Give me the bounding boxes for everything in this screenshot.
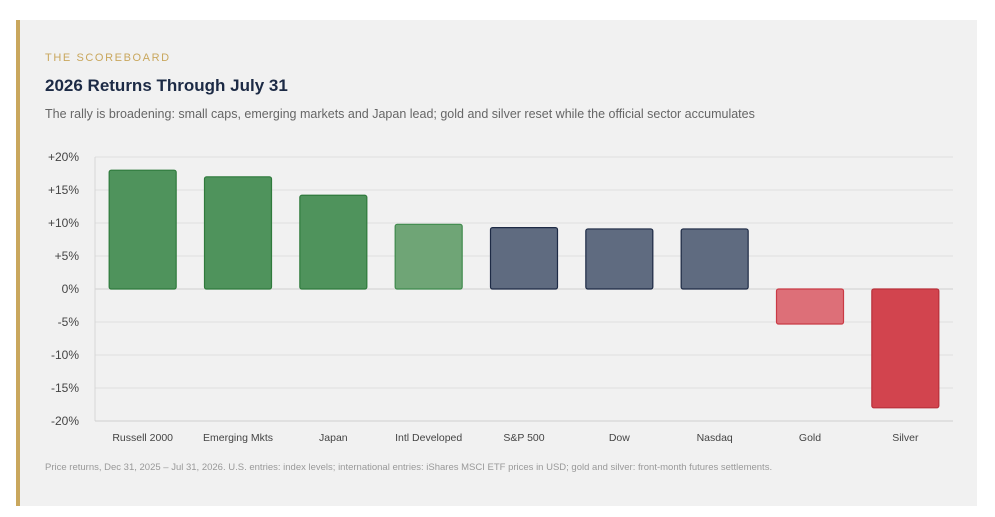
chart-footnote: Price returns, Dec 31, 2025 – Jul 31, 20… xyxy=(45,462,773,473)
y-tick-label: +15% xyxy=(48,183,79,197)
bar-gold xyxy=(775,288,845,325)
y-tick-label: -20% xyxy=(51,414,79,428)
chart-title: 2026 Returns Through July 31 xyxy=(45,76,288,95)
x-tick-label: Nasdaq xyxy=(697,432,733,444)
scoreboard-card: THE SCOREBOARD 2026 Returns Through July… xyxy=(16,20,977,506)
x-tick-label: Gold xyxy=(799,432,821,444)
eyebrow-label: THE SCOREBOARD xyxy=(45,52,171,64)
y-tick-label: 0% xyxy=(62,282,80,296)
bar-silver xyxy=(871,288,940,409)
x-tick-label: Japan xyxy=(319,432,348,444)
bar-russell-2000 xyxy=(108,169,177,290)
x-tick-label: Intl Developed xyxy=(395,432,462,444)
y-tick-label: +5% xyxy=(55,249,80,263)
y-tick-label: -10% xyxy=(51,348,79,362)
bar-intl-developed xyxy=(394,223,463,290)
bar-dow xyxy=(585,228,654,290)
x-tick-label: Emerging Mkts xyxy=(203,432,273,444)
x-tick-label: S&P 500 xyxy=(503,432,544,444)
returns-bar-chart: +20% +15% +10% +5% 0% -5% -10% -15% -20% Russell … xyxy=(48,150,953,444)
y-tick-label: -15% xyxy=(51,381,79,395)
bar-s-p-500 xyxy=(489,227,559,290)
bar-japan xyxy=(299,194,368,290)
bar-emerging-mkts xyxy=(203,176,273,290)
x-tick-label: Russell 2000 xyxy=(112,432,173,444)
bar-nasdaq xyxy=(680,228,749,290)
chart-subtitle: The rally is broadening: small caps, eme… xyxy=(45,107,755,121)
y-tick-label: -5% xyxy=(58,315,80,329)
y-tick-label: +10% xyxy=(48,216,79,230)
y-tick-label: +20% xyxy=(48,150,79,164)
x-tick-label: Dow xyxy=(609,432,630,444)
x-tick-label: Silver xyxy=(892,432,919,444)
